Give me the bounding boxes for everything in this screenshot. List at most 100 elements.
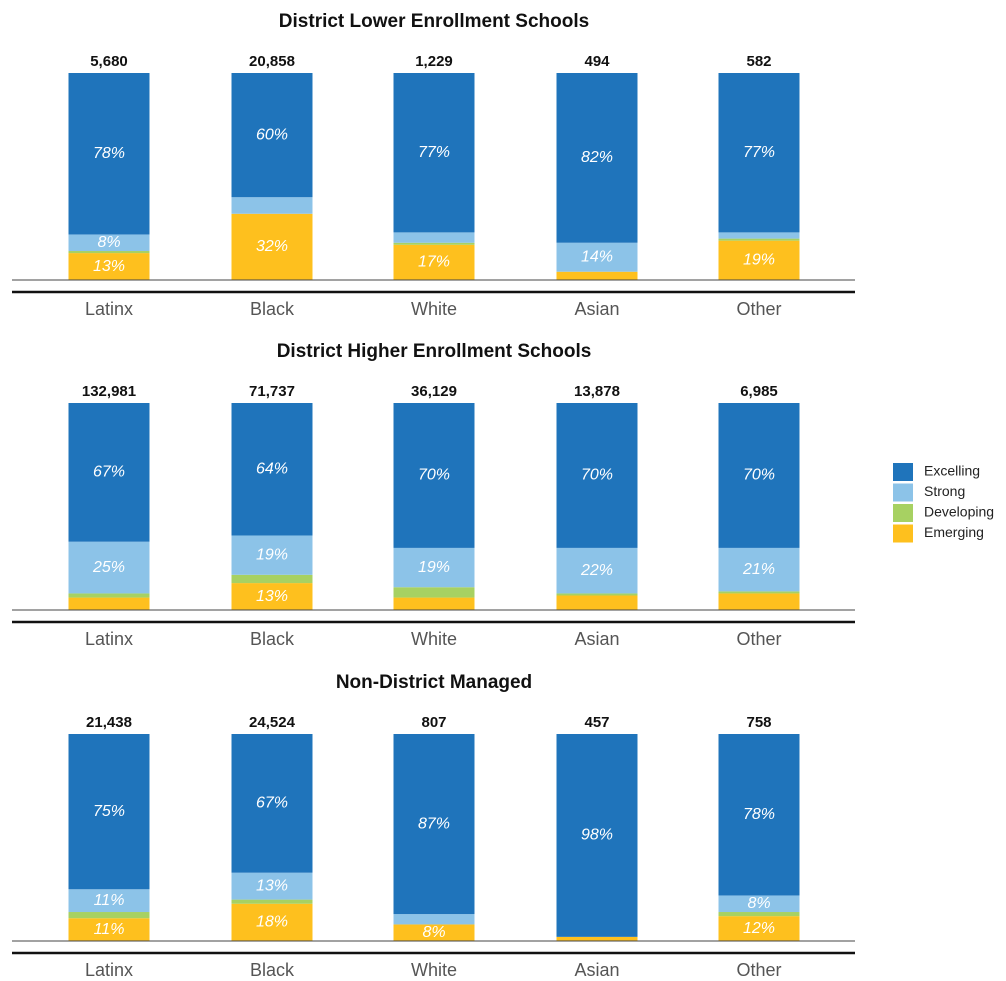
bar-segment (718, 403, 800, 548)
value-label: 17% (418, 254, 450, 271)
bar-segment (556, 547, 638, 594)
bar-segment (718, 916, 800, 941)
bar-total: 13,878 (574, 383, 620, 400)
value-label: 8% (422, 924, 445, 941)
bar-segment (393, 244, 475, 280)
value-label: 82% (581, 149, 613, 166)
value-label: 78% (93, 145, 125, 162)
bar-segment (231, 899, 313, 904)
bar-segment (231, 734, 313, 873)
bar-total: 20,858 (249, 53, 295, 70)
legend-swatch (893, 524, 913, 543)
bar-total: 132,981 (82, 383, 136, 400)
bar-total: 21,438 (86, 714, 132, 731)
bar-segment (718, 238, 800, 241)
bar-segment (556, 734, 638, 937)
bar-segment (68, 251, 150, 254)
bar-segment (393, 232, 475, 243)
value-label: 19% (743, 252, 775, 269)
bar-total: 807 (421, 714, 446, 731)
bar-segment (718, 547, 800, 592)
bar-segment (68, 541, 150, 594)
bar-segment (393, 242, 475, 245)
bar-segment (393, 597, 475, 610)
x-tick-label: Other (736, 299, 781, 319)
x-tick-label: Black (250, 960, 295, 980)
bar-segment (393, 734, 475, 915)
bar-segment (68, 253, 150, 280)
legend-label: Excelling (924, 463, 980, 479)
value-label: 87% (418, 815, 450, 832)
value-label: 11% (94, 921, 125, 938)
value-label: 8% (97, 234, 120, 251)
x-tick-label: Asian (574, 960, 619, 980)
x-tick-label: Other (736, 629, 781, 649)
legend-swatch (893, 504, 913, 522)
bar-segment (68, 597, 150, 610)
legend-swatch (893, 463, 913, 481)
bar-segment (393, 587, 475, 598)
bar-segment (718, 912, 800, 917)
bar-segment (68, 918, 150, 941)
value-label: 64% (256, 460, 288, 477)
value-label: 22% (580, 562, 613, 579)
value-label: 11% (94, 892, 125, 909)
legend-swatch (893, 483, 913, 502)
x-tick-label: Asian (574, 629, 619, 649)
chart-title: District Lower Enrollment Schools (279, 11, 589, 32)
value-label: 67% (256, 795, 288, 812)
legend-label: Emerging (924, 524, 984, 540)
bar-segment (556, 595, 638, 610)
value-label: 12% (743, 920, 775, 937)
value-label: 14% (581, 248, 613, 265)
value-label: 21% (742, 561, 775, 578)
bar-segment (68, 889, 150, 913)
legend-label: Strong (924, 483, 965, 499)
bar-segment (718, 895, 800, 913)
bar-segment (231, 197, 313, 214)
bar-segment (68, 912, 150, 919)
x-tick-label: White (411, 960, 457, 980)
bar-segment (231, 403, 313, 536)
bar-segment (231, 583, 313, 610)
value-label: 98% (581, 827, 613, 844)
x-tick-label: Black (250, 629, 295, 649)
x-tick-label: Latinx (85, 629, 133, 649)
bar-segment (718, 593, 800, 610)
bar-segment (556, 403, 638, 548)
bar-segment (231, 872, 313, 900)
bar-segment (718, 232, 800, 239)
x-tick-label: Black (250, 299, 295, 319)
bar-segment (68, 593, 150, 598)
bar-segment (718, 591, 800, 594)
value-label: 70% (743, 467, 775, 484)
x-tick-label: Latinx (85, 299, 133, 319)
x-tick-label: Asian (574, 299, 619, 319)
bar-segment (231, 574, 313, 584)
bar-segment (231, 213, 313, 280)
bar-segment (393, 403, 475, 548)
bar-segment (68, 73, 150, 235)
legend-label: Developing (924, 504, 994, 520)
bar-segment (556, 271, 638, 280)
value-label: 19% (256, 546, 288, 563)
bar-total: 1,229 (415, 53, 453, 70)
x-tick-label: Other (736, 960, 781, 980)
bar-total: 494 (584, 53, 610, 70)
bar-total: 24,524 (249, 714, 296, 731)
value-label: 18% (256, 914, 288, 931)
value-label: 70% (581, 467, 613, 484)
bar-segment (231, 535, 313, 575)
bar-segment (393, 924, 475, 941)
value-label: 77% (743, 144, 775, 161)
value-label: 13% (256, 588, 288, 605)
bar-segment (556, 593, 638, 596)
bar-segment (231, 903, 313, 941)
x-tick-label: Latinx (85, 960, 133, 980)
value-label: 8% (747, 895, 770, 912)
value-label: 13% (256, 877, 288, 894)
bar-segment (718, 734, 800, 896)
bar-segment (231, 73, 313, 198)
bar-total: 457 (584, 714, 609, 731)
bar-segment (556, 936, 638, 941)
